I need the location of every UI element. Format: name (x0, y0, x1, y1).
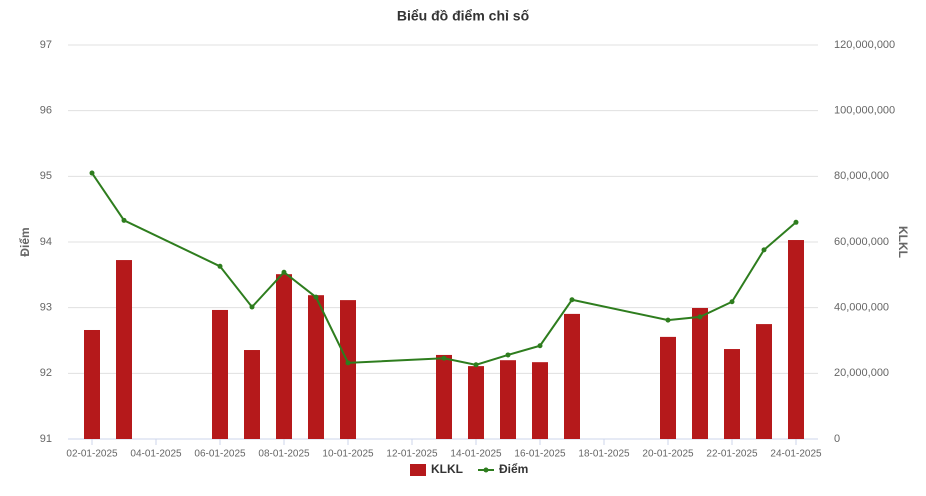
bar (308, 295, 324, 439)
y-tick-label: 95 (40, 170, 52, 182)
bar (116, 260, 132, 439)
legend-label: Điểm (499, 462, 528, 476)
legend-swatch (483, 467, 489, 473)
y-tick-label: 92 (40, 367, 52, 379)
line-point (121, 217, 127, 223)
y2-tick-label: 40,000,000 (834, 302, 889, 314)
x-tick-label: 06-01-2025 (194, 449, 246, 460)
bar (660, 336, 676, 439)
x-tick-label: 04-01-2025 (130, 449, 182, 460)
x-tick-label: 02-01-2025 (66, 449, 118, 460)
line-point (761, 247, 767, 253)
bar (692, 307, 708, 439)
y-axis-title: Điểm (18, 227, 32, 256)
line-point (729, 299, 735, 305)
y-tick-label: 91 (40, 433, 52, 445)
y2-tick-label: 100,000,000 (834, 105, 895, 117)
bar (756, 324, 772, 439)
x-tick-label: 22-01-2025 (706, 449, 758, 460)
y2-tick-label: 60,000,000 (834, 236, 889, 248)
line-point (217, 263, 223, 269)
bar (244, 350, 260, 439)
bar (564, 313, 580, 439)
x-tick-label: 14-01-2025 (450, 449, 502, 460)
line-point (249, 304, 255, 310)
line-point (313, 294, 319, 300)
y-tick-label: 94 (40, 236, 52, 248)
line-point (793, 219, 799, 225)
line-point (697, 314, 703, 320)
x-tick-label: 24-01-2025 (770, 449, 822, 460)
legend-swatch (410, 464, 426, 476)
line-point (569, 297, 575, 303)
y2-tick-label: 20,000,000 (834, 367, 889, 379)
line-point (345, 360, 351, 366)
bar (724, 349, 740, 439)
bar (84, 329, 100, 439)
bar (212, 309, 228, 439)
x-tick-label: 12-01-2025 (386, 449, 438, 460)
line-point (537, 343, 543, 349)
line-point (281, 269, 287, 275)
bar (468, 366, 484, 439)
bar (788, 240, 804, 439)
line-point (505, 352, 511, 358)
y-tick-label: 96 (40, 105, 52, 117)
x-tick-label: 08-01-2025 (258, 449, 310, 460)
x-tick-label: 10-01-2025 (322, 449, 374, 460)
line-point (441, 355, 447, 361)
line-point (665, 317, 671, 323)
bar (532, 362, 548, 439)
y2-tick-label: 0 (834, 433, 840, 445)
legend-label: KLKL (431, 462, 463, 476)
y2-axis-title: KLKL (896, 226, 910, 258)
bar (340, 300, 356, 439)
bar (276, 274, 292, 439)
line (91, 172, 797, 366)
y-tick-label: 93 (40, 302, 52, 314)
chart-title: Biểu đồ điểm chỉ số (397, 8, 530, 24)
x-tick-label: 20-01-2025 (642, 449, 694, 460)
line-point (89, 170, 95, 176)
line-point (473, 362, 479, 368)
y2-tick-label: 80,000,000 (834, 170, 889, 182)
y-tick-label: 97 (40, 39, 52, 51)
bar (436, 354, 452, 439)
x-tick-label: 18-01-2025 (578, 449, 630, 460)
y2-tick-label: 120,000,000 (834, 39, 895, 51)
bar (500, 360, 516, 439)
x-tick-label: 16-01-2025 (514, 449, 566, 460)
